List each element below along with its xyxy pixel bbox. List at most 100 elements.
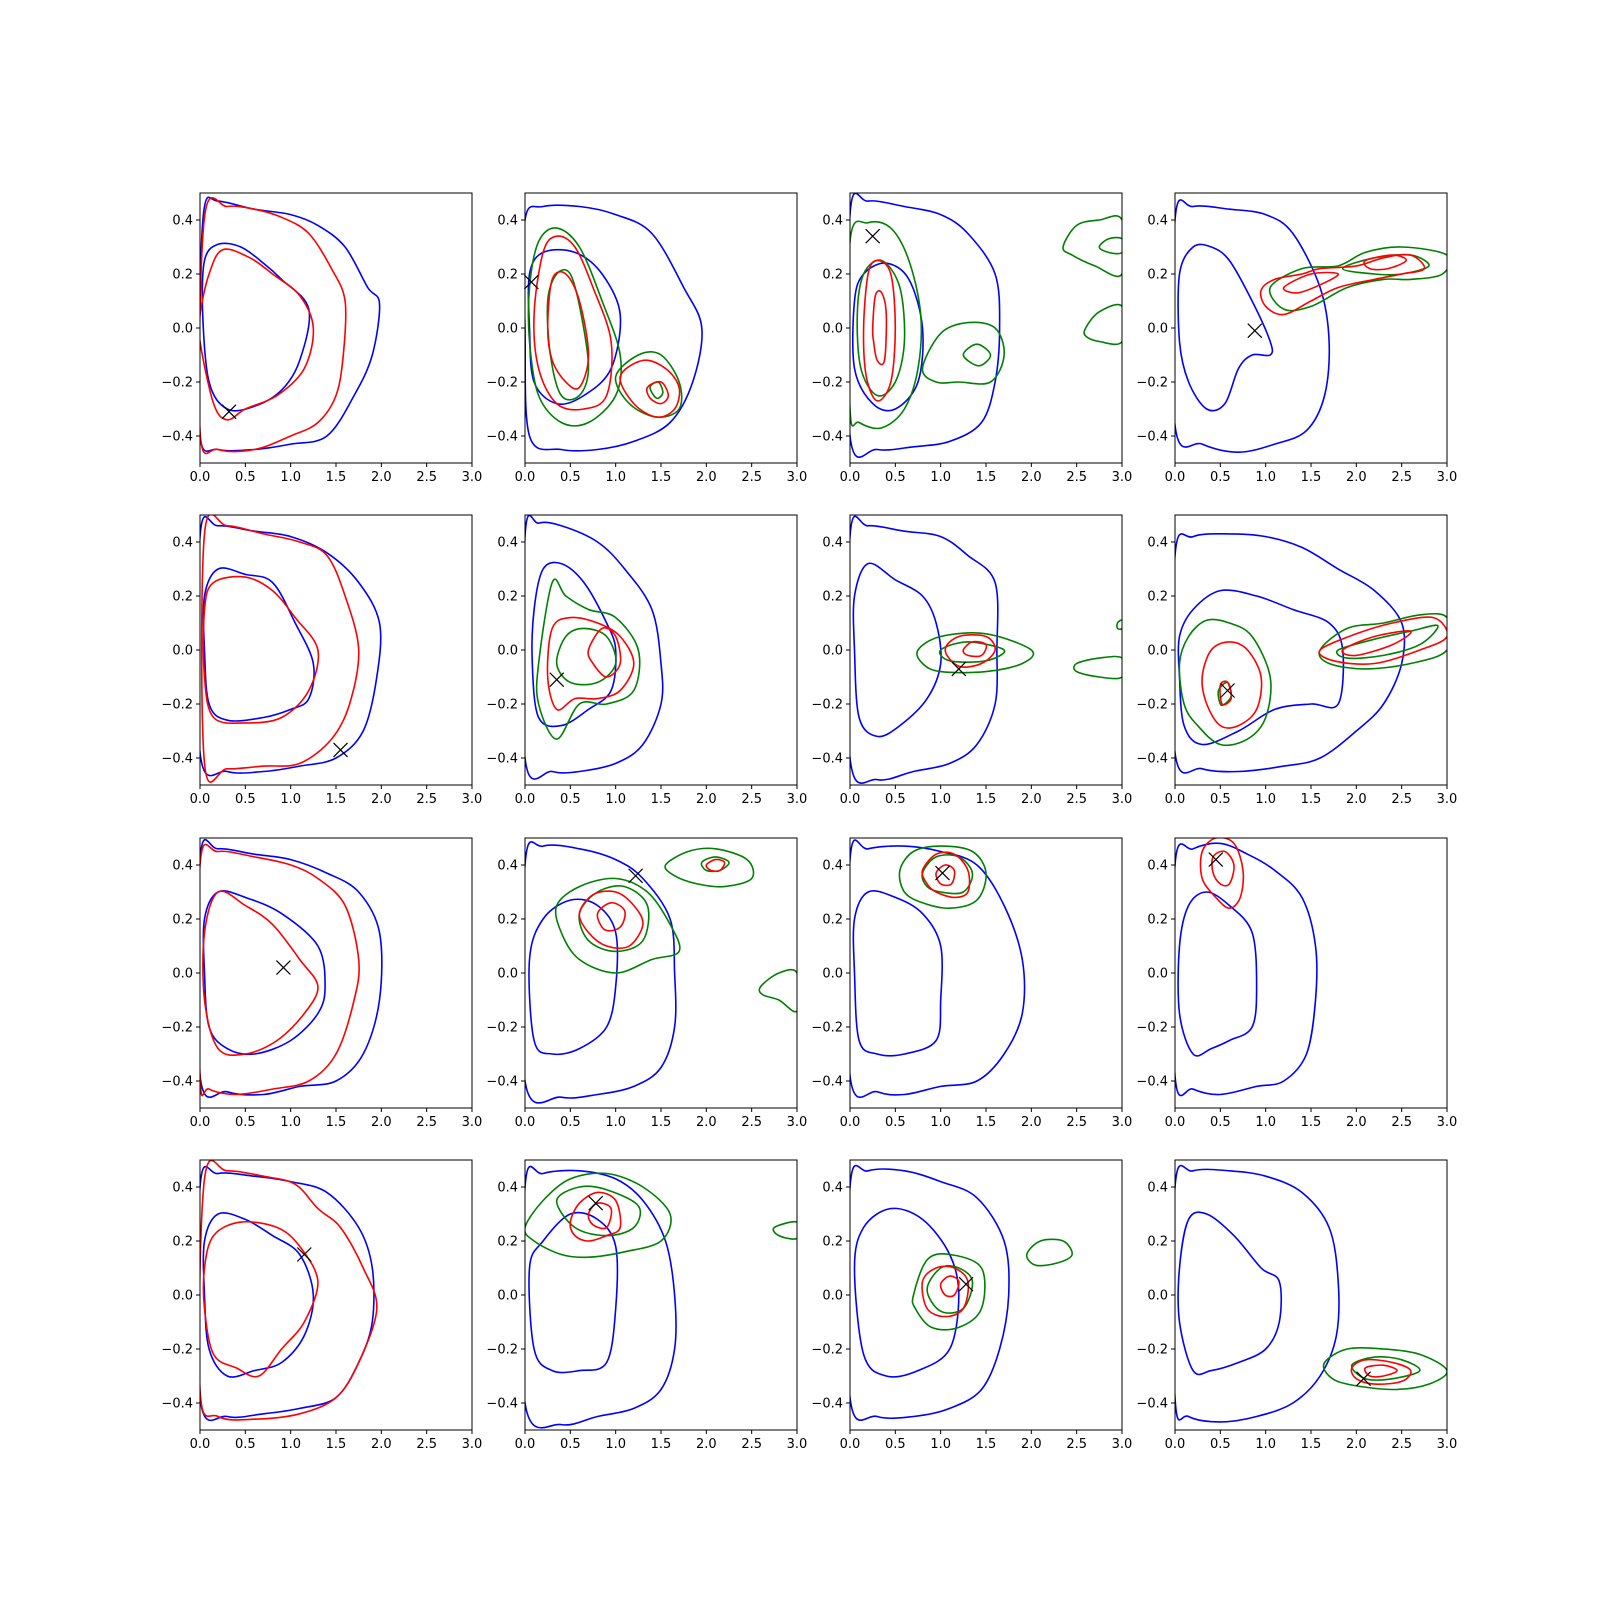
- y-tick-label: 0.0: [497, 1289, 518, 1304]
- x-marker: [1247, 323, 1263, 339]
- plot-area: [525, 1165, 797, 1429]
- subplot-1-4: 0.0 0.5 1.0 1.5 2.0 2.5 3.0 −0.4 −0.2 0.0 0.2 0.4: [1136, 192, 1457, 485]
- x-tick-label: 2.0: [1021, 1115, 1042, 1130]
- plot-area: [200, 515, 382, 783]
- x-tick-label: 2.5: [741, 470, 762, 485]
- x-tick-label: 2.5: [1066, 1115, 1087, 1130]
- y-tick-label: 0.4: [1147, 214, 1168, 229]
- x-tick-label: 3.0: [1437, 1115, 1458, 1130]
- y-tick-label: 0.0: [172, 322, 193, 337]
- y-tick-label: 0.0: [1147, 644, 1168, 659]
- x-tick-label: 1.0: [605, 792, 626, 807]
- x-tick-label: 2.0: [696, 470, 717, 485]
- blue-contour-2: [1177, 891, 1258, 1057]
- x-tick-label: 2.0: [696, 792, 717, 807]
- y-tick-label: 0.2: [172, 1235, 193, 1250]
- subplot-3-2: 0.0 0.5 1.0 1.5 2.0 2.5 3.0 −0.4 −0.2 0.0 0.2 0.4: [486, 837, 807, 1130]
- x-tick-label: 0.5: [560, 792, 581, 807]
- blue-contour-1: [1175, 842, 1318, 1097]
- y-tick-label: 0.2: [822, 1235, 843, 1250]
- y-tick-label: 0.4: [497, 859, 518, 874]
- x-tick-label: 0.0: [840, 1437, 861, 1452]
- x-tick-label: 2.5: [416, 1437, 437, 1452]
- x-tick-label: 2.5: [416, 470, 437, 485]
- y-tick-label: −0.4: [486, 430, 518, 445]
- red-contour-2: [546, 270, 590, 390]
- red-contour-1: [1259, 253, 1426, 316]
- y-tick-label: −0.2: [486, 376, 518, 391]
- axes-frame: [849, 192, 1123, 464]
- x-marker: [333, 742, 348, 758]
- x-marker-stroke-b: [221, 404, 237, 420]
- x-marker-stroke-b: [549, 672, 565, 688]
- red-contour-1: [200, 1160, 378, 1421]
- x-tick-label: 2.0: [371, 792, 392, 807]
- x-tick-label: 0.0: [515, 470, 536, 485]
- plot-area: [1175, 1164, 1447, 1423]
- x-tick-label: 1.5: [651, 1437, 672, 1452]
- x-tick-label: 0.5: [885, 1115, 906, 1130]
- blue-contour-2: [528, 1211, 619, 1374]
- red-contour-1: [200, 515, 360, 783]
- x-tick-label: 3.0: [1437, 1437, 1458, 1452]
- x-tick-label: 1.5: [326, 792, 347, 807]
- green-contour-5: [758, 968, 797, 1013]
- red-contour-1: [862, 259, 897, 402]
- blue-contour-2: [1177, 589, 1345, 746]
- y-tick-label: −0.2: [811, 1021, 843, 1036]
- x-tick-label: 2.5: [1066, 792, 1087, 807]
- x-marker-stroke-b: [588, 1195, 604, 1211]
- plot-area: [1175, 838, 1318, 1097]
- blue-contour-2: [202, 890, 326, 1056]
- x-tick-label: 1.5: [1301, 792, 1322, 807]
- y-tick-label: −0.2: [161, 698, 193, 713]
- blue-contour-2: [528, 898, 619, 1056]
- blue-contour-2: [1177, 1211, 1283, 1376]
- red-contour-2: [939, 1275, 960, 1298]
- x-tick-label: 0.5: [1210, 1437, 1231, 1452]
- x-tick-label: 0.5: [235, 470, 256, 485]
- red-contour-1: [944, 634, 996, 668]
- green-contour-1: [1178, 618, 1272, 747]
- blue-contour-1: [850, 839, 1026, 1099]
- y-tick-label: 0.2: [822, 590, 843, 605]
- x-tick-label: 0.0: [190, 1437, 211, 1452]
- subplot-3-4: 0.0 0.5 1.0 1.5 2.0 2.5 3.0 −0.4 −0.2 0.0 0.2 0.4: [1136, 837, 1457, 1130]
- green-contour-2: [555, 1185, 642, 1237]
- x-tick-label: 1.0: [605, 470, 626, 485]
- x-tick-label: 1.5: [976, 1115, 997, 1130]
- x-tick-label: 1.0: [605, 1437, 626, 1452]
- x-marker: [1356, 1371, 1372, 1387]
- x-tick-label: 0.0: [840, 792, 861, 807]
- y-tick-label: 0.0: [822, 322, 843, 337]
- x-tick-label: 0.0: [515, 792, 536, 807]
- y-tick-label: 0.2: [1147, 1235, 1168, 1250]
- red-contour-2: [935, 864, 956, 887]
- x-tick-label: 0.5: [235, 792, 256, 807]
- x-marker-stroke-b: [275, 960, 291, 976]
- x-tick-label: 1.0: [930, 792, 951, 807]
- green-contour-1: [898, 845, 987, 910]
- y-tick-label: 0.2: [822, 268, 843, 283]
- x-marker: [935, 865, 950, 881]
- green-contour-2: [938, 641, 1006, 663]
- x-marker-stroke-b: [296, 1247, 312, 1262]
- green-contour-1: [1322, 1346, 1447, 1391]
- blue-contour-2: [202, 567, 315, 722]
- x-marker-stroke-b: [958, 1276, 974, 1292]
- red-contour-1: [921, 851, 971, 899]
- x-marker: [296, 1247, 312, 1262]
- green-contour-1: [1268, 246, 1447, 312]
- subplot-2-4: 0.0 0.5 1.0 1.5 2.0 2.5 3.0 −0.4 −0.2 0.0 0.2 0.4: [1136, 514, 1457, 807]
- x-tick-label: 2.5: [1391, 470, 1412, 485]
- y-tick-label: −0.4: [811, 1075, 843, 1090]
- x-marker: [523, 274, 539, 290]
- x-tick-label: 3.0: [462, 1437, 483, 1452]
- y-tick-label: 0.2: [1147, 590, 1168, 605]
- y-tick-label: 0.2: [497, 268, 518, 283]
- blue-contour-1: [850, 193, 1001, 458]
- y-tick-label: −0.2: [811, 376, 843, 391]
- blue-contour-1: [1175, 199, 1331, 453]
- y-tick-label: −0.2: [486, 1343, 518, 1358]
- blue-contour-1: [850, 515, 999, 784]
